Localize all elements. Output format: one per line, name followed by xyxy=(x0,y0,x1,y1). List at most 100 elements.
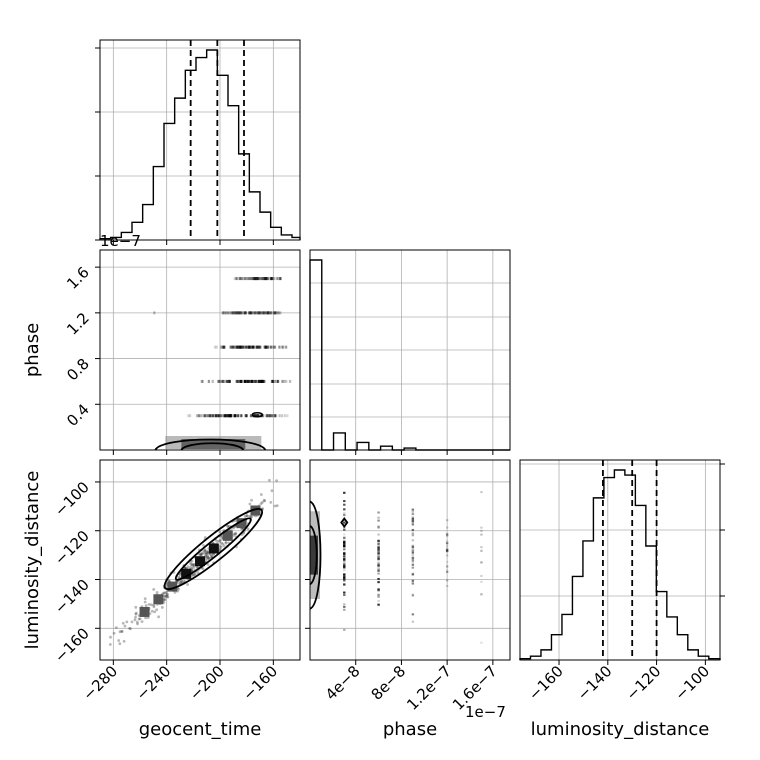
scatter-point xyxy=(269,311,272,315)
scatter-point xyxy=(249,277,253,281)
scatter-point xyxy=(377,539,380,542)
scatter-point xyxy=(343,540,346,543)
scatter-point xyxy=(163,591,167,595)
density-squares xyxy=(139,505,261,617)
scatter-point xyxy=(267,311,270,315)
scatter-point xyxy=(286,414,289,418)
scatter-point xyxy=(269,414,272,418)
scatter-point xyxy=(205,414,209,418)
scatter-point xyxy=(216,539,220,543)
scatter-point xyxy=(257,311,260,315)
scatter-point xyxy=(236,311,239,315)
distance-histogram-step xyxy=(519,469,721,660)
scatter-point xyxy=(235,277,238,281)
x-tick-label: 1.2e−7 xyxy=(403,662,455,714)
scatter-points xyxy=(108,478,279,646)
scatter-point xyxy=(260,379,263,383)
scatter-point xyxy=(189,562,193,566)
scatter-point xyxy=(203,414,207,418)
scatter-point xyxy=(230,311,233,315)
scatter-point xyxy=(273,277,276,281)
scatter-point xyxy=(281,345,284,349)
scatter-point xyxy=(257,311,260,315)
scatter-point xyxy=(249,311,253,315)
scatter-point xyxy=(209,414,212,418)
scatter-point xyxy=(273,311,276,315)
scatter-point xyxy=(343,555,346,558)
scatter-point xyxy=(480,491,483,494)
scatter-point xyxy=(377,572,380,575)
scatter-point xyxy=(135,620,139,624)
geocent-time-vs-phase-panel: 0.4 0.8 1.2 1.6 xyxy=(63,249,301,455)
scatter-point xyxy=(260,379,263,383)
scatter-point xyxy=(267,345,270,349)
scatter-point xyxy=(480,526,483,529)
scatter-point xyxy=(247,379,250,383)
scatter-point xyxy=(251,277,254,281)
scatter-point xyxy=(222,345,225,349)
scatter-point xyxy=(277,379,280,383)
scatter-point xyxy=(268,414,271,418)
scatter-point xyxy=(237,311,240,315)
scatter-point xyxy=(271,379,275,383)
scatter-point xyxy=(229,345,233,349)
scatter-point xyxy=(136,622,139,626)
scatter-point xyxy=(411,532,415,535)
scatter-point xyxy=(258,379,261,383)
scatter-point xyxy=(343,566,346,569)
contour-outer xyxy=(163,508,264,591)
y-axis-label-luminosity-distance: luminosity_distance xyxy=(22,471,43,650)
scatter-point xyxy=(263,499,267,503)
scatter-point xyxy=(186,583,189,586)
scatter-point xyxy=(227,311,230,315)
scatter-point xyxy=(273,414,276,418)
scatter-point xyxy=(239,345,242,349)
scatter-point xyxy=(274,311,277,315)
scatter-point xyxy=(262,414,265,418)
scatter-point xyxy=(254,379,257,383)
scatter-point xyxy=(411,534,415,537)
scatter-point xyxy=(445,579,449,582)
scatter-point xyxy=(236,345,239,349)
x-tick-label: −160 xyxy=(525,662,567,704)
gridlines xyxy=(100,250,300,450)
scatter-point xyxy=(197,414,201,418)
scatter-point xyxy=(377,565,380,568)
scatter-point xyxy=(190,563,194,567)
scatter-point xyxy=(264,277,267,281)
scatter-point xyxy=(343,605,346,608)
scatter-point xyxy=(202,543,205,547)
scatter-point xyxy=(237,345,240,349)
y-tick-label: −100 xyxy=(51,478,93,520)
scatter-point xyxy=(343,566,346,569)
scatter-point xyxy=(276,277,279,281)
scatter-point xyxy=(209,553,213,557)
scatter-point xyxy=(411,532,415,535)
scatter-point xyxy=(155,608,159,612)
x-tick-label: −240 xyxy=(133,662,175,704)
scatter-point xyxy=(221,311,224,315)
scatter-point xyxy=(254,277,258,281)
scatter-point xyxy=(411,546,415,549)
scatter-point xyxy=(238,311,241,315)
scatter-point xyxy=(247,345,250,349)
scatter-point xyxy=(377,552,380,555)
scatter-point xyxy=(252,379,256,383)
scatter-point xyxy=(411,517,415,520)
scatter-point xyxy=(264,277,268,281)
scatter-point xyxy=(205,552,208,556)
scatter-point xyxy=(167,579,171,583)
scatter-point xyxy=(201,567,205,571)
scatter-point xyxy=(199,553,203,557)
scatter-point xyxy=(234,519,238,522)
scatter-point xyxy=(265,311,269,315)
scatter-point xyxy=(222,311,225,315)
scatter-point xyxy=(216,379,220,383)
scatter-point xyxy=(109,635,112,639)
scatter-point xyxy=(229,311,232,315)
scatter-point xyxy=(264,311,267,315)
scatter-point xyxy=(263,379,266,383)
distance-histogram-panel: −160 −140 −120 −100 xyxy=(519,459,725,704)
scatter-point xyxy=(411,560,415,563)
scatter-point xyxy=(163,595,167,598)
